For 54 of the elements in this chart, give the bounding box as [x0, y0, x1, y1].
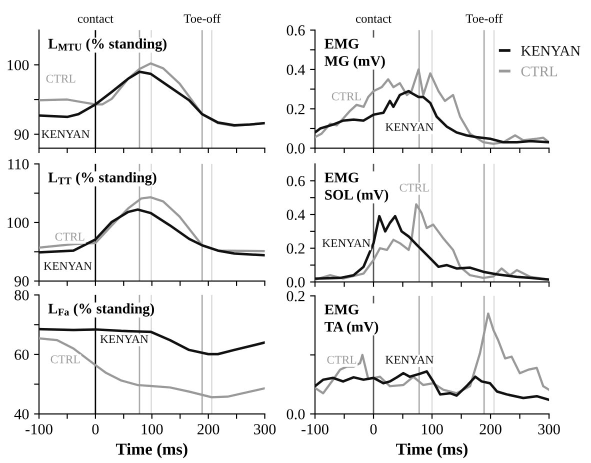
- y-tick-label: 0.6: [286, 25, 305, 36]
- series-label: CTRL: [46, 74, 76, 83]
- y-tick-label: 0.0: [286, 143, 305, 154]
- x-axis-title: Time (ms): [116, 443, 188, 458]
- series-label: CTRL: [55, 232, 84, 241]
- x-axis-title: Time (ms): [396, 443, 468, 458]
- series-label: CTRL: [50, 355, 80, 364]
- y-tick-label: 110: [8, 159, 29, 170]
- y-tick-label: 60: [14, 350, 29, 360]
- x-tick-label: 100: [422, 424, 443, 434]
- ref-line-label: Toe-off: [466, 14, 503, 23]
- x-tick-label: 0: [370, 424, 377, 434]
- text: CTRL: [332, 92, 361, 100]
- y-tick-label: 0.4: [286, 64, 306, 75]
- y-tick-label: 0.2: [286, 291, 304, 302]
- text: EMG MG (mV): [324, 38, 385, 69]
- x-tick-label: 200: [198, 424, 220, 434]
- y-tick-label: 100: [8, 60, 29, 70]
- series-label: KENYAN: [44, 262, 92, 270]
- text: KENYAN: [386, 123, 434, 131]
- y-tick-label: 0.4: [286, 210, 306, 220]
- y-tick-label: 0.2: [286, 104, 304, 114]
- legend-label: KENYAN: [521, 46, 580, 56]
- text: L$_{MTU}$ (% standing): [48, 38, 166, 52]
- x-tick-label: 100: [142, 424, 163, 434]
- y-tick-label: 90: [14, 276, 29, 286]
- y-tick-label: 0.0: [286, 409, 305, 420]
- legend-label: CTRL: [521, 66, 558, 76]
- y-tick-label: 0.6: [286, 176, 305, 186]
- x-tick-label: 300: [538, 424, 560, 434]
- series-label: KENYAN: [322, 239, 370, 248]
- x-tick-label: 200: [480, 424, 502, 434]
- y-tick-label: 90: [14, 129, 29, 140]
- x-tick-label: -100: [302, 424, 328, 434]
- series-label: CTRL: [400, 184, 429, 192]
- series-label: KENYAN: [386, 356, 434, 364]
- ref-line-label: contact: [356, 16, 392, 23]
- y-tick-label: 0.0: [286, 277, 305, 288]
- text: EMG TA (mV): [324, 304, 378, 335]
- x-tick-label: 0: [92, 424, 99, 434]
- x-tick-label: 300: [254, 424, 276, 434]
- text: L$_{Fa}$ (% standing): [48, 303, 154, 317]
- x-tick-label: -100: [26, 424, 52, 434]
- ref-line-label: Toe-off: [184, 14, 221, 23]
- y-tick-label: 40: [14, 409, 29, 420]
- series-label: CTRL: [327, 356, 356, 364]
- y-tick-label: 80: [14, 290, 29, 300]
- y-tick-label: 100: [8, 218, 29, 228]
- text: L$_{TT}$ (% standing): [48, 172, 156, 186]
- series-label: KENYAN: [100, 335, 148, 343]
- y-tick-label: 0.2: [286, 243, 304, 254]
- ref-line-label: contact: [78, 16, 114, 23]
- series-label: KENYAN: [42, 130, 90, 138]
- text: EMG SOL (mV): [324, 172, 388, 203]
